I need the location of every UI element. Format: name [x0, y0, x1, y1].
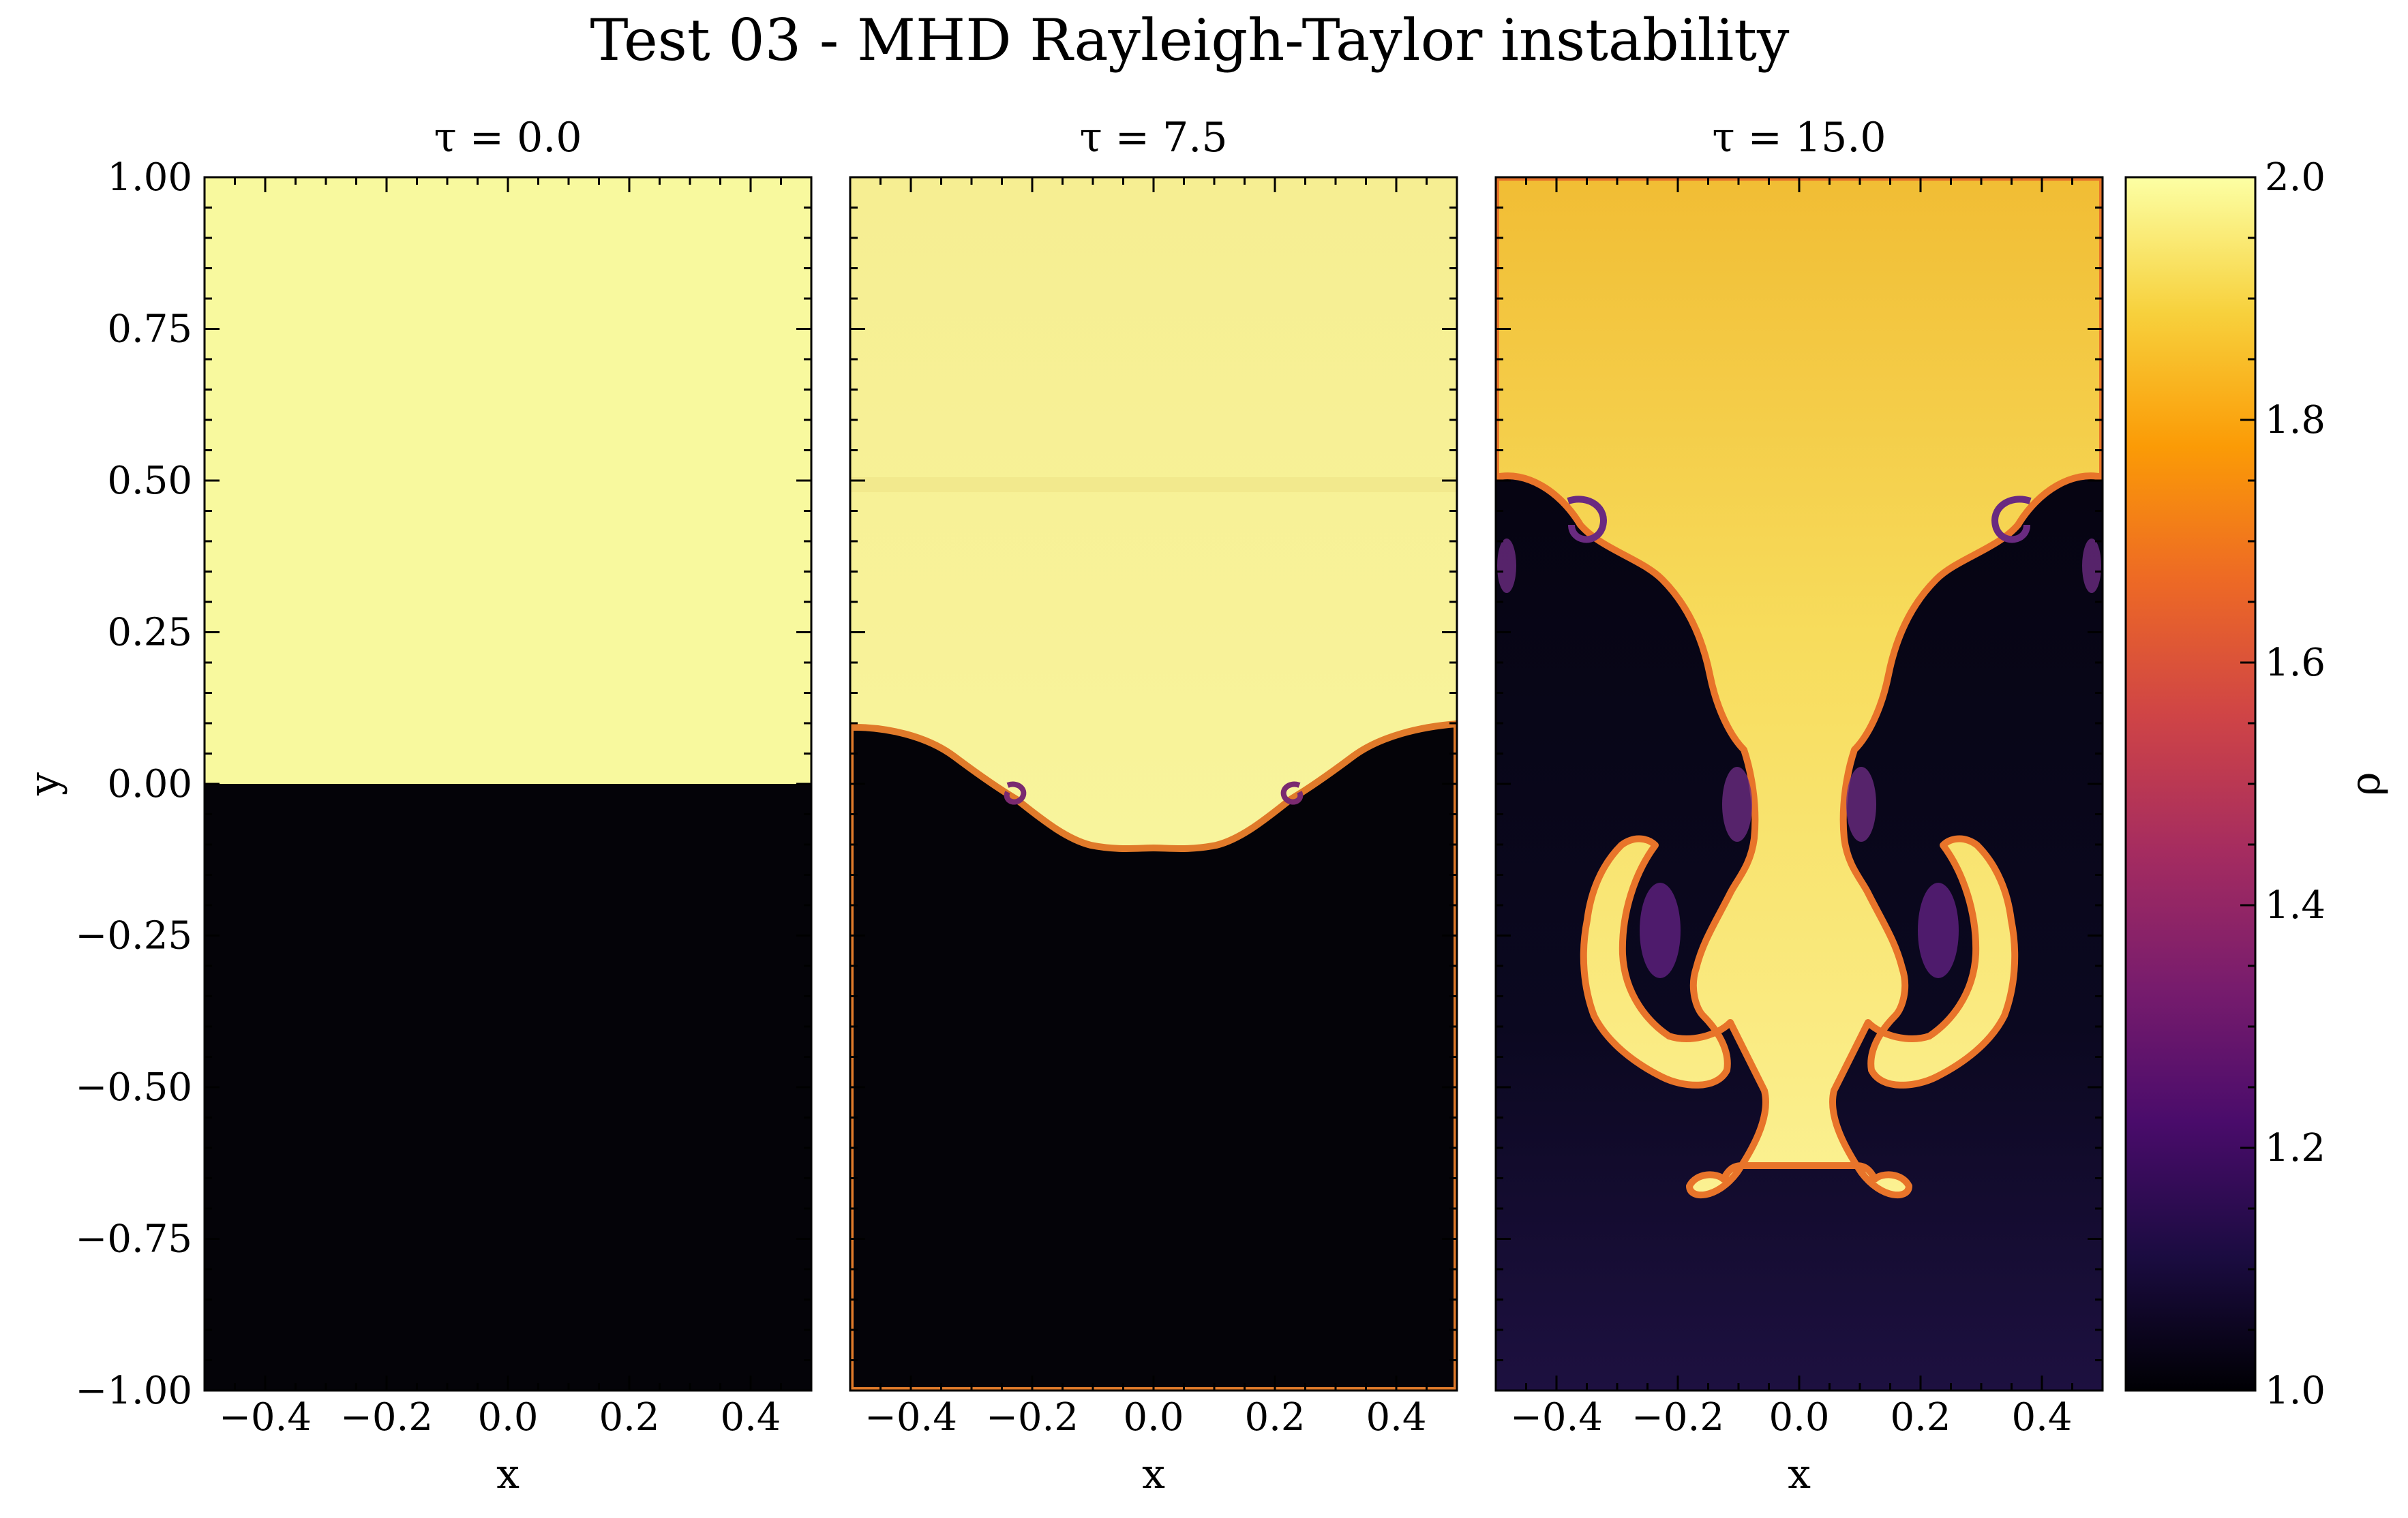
- panel-3-density-field: [1496, 177, 2103, 1391]
- colorbar-tick-label: 1.0: [2265, 1369, 2326, 1413]
- x-tick-label: −0.2: [986, 1395, 1079, 1440]
- panel-3-frame: [1494, 176, 2104, 1392]
- panel-1-frame: [203, 176, 813, 1392]
- panel-3-title: τ = 15.0: [1712, 114, 1886, 162]
- panel-2-title: τ = 7.5: [1079, 114, 1227, 162]
- colorbar-label: ρ: [2342, 772, 2390, 795]
- panel-3-right-top-curl: [1991, 496, 2032, 543]
- panel-2-xlabel: x: [1142, 1451, 1165, 1498]
- x-tick-label: −0.4: [864, 1395, 957, 1440]
- x-tick-label: 0.4: [2011, 1395, 2072, 1440]
- panel-1-heavy-fluid: [205, 177, 811, 784]
- y-tick-labels: 1.00 0.75 0.50 0.25 0.00 −0.25 −0.50 −0.75 −1.00: [75, 155, 192, 1413]
- panel-3-left-mid-blob: [1722, 767, 1752, 842]
- panel-2-light-fluid: [850, 720, 1457, 1391]
- y-tick-label: 0.25: [107, 611, 192, 655]
- ylabel: y: [20, 772, 68, 796]
- panel-2-left-curl: [1004, 781, 1027, 805]
- x-tick-label: 0.2: [599, 1395, 659, 1440]
- y-tick-label: 0.50: [107, 459, 192, 503]
- x-tick-labels: −0.4 −0.2 0.0 0.2 0.4 −0.4 −0.2 0.0 0.2 0.4 −0.4 −0…: [219, 1395, 2073, 1440]
- colorbar-tick-label: 2.0: [2265, 155, 2326, 200]
- panel-2: τ = 7.5: [849, 114, 1458, 1392]
- panel-3: τ = 15.0: [1494, 114, 2104, 1392]
- panel-3-heavy-fluid-plume: [1496, 177, 2103, 1198]
- panel-2-ticks: [849, 176, 1458, 1392]
- x-tick-label: −0.4: [219, 1395, 312, 1440]
- x-tick-label: 0.2: [1890, 1395, 1951, 1440]
- y-tick-label: −0.25: [75, 914, 192, 958]
- panel-3-right-mid-blob: [1846, 767, 1876, 842]
- y-tick-label: −0.75: [75, 1217, 192, 1262]
- panel-3-left-top-curl: [1567, 496, 1607, 543]
- panel-1-xlabel: x: [496, 1451, 520, 1498]
- colorbar-tick-label: 1.8: [2265, 398, 2326, 442]
- panel-3-ticks: [1494, 176, 2104, 1392]
- x-tick-label: 0.0: [1123, 1395, 1184, 1440]
- colorbar-tick-label: 1.2: [2265, 1126, 2326, 1170]
- y-tick-label: −1.00: [75, 1369, 192, 1413]
- x-tick-label: −0.2: [1631, 1395, 1724, 1440]
- colorbar-tick-label: 1.6: [2265, 641, 2326, 685]
- x-tick-label: 0.2: [1244, 1395, 1305, 1440]
- panel-1-light-fluid: [205, 784, 811, 1391]
- figure-title: Test 03 - MHD Rayleigh-Taylor instabilit…: [590, 7, 1790, 74]
- panel-3-right-vortex: [1918, 883, 1959, 978]
- colorbar-ticks: 2.0 1.8 1.6 1.4 1.2 1.0: [2240, 155, 2326, 1413]
- panel-2-density-field: [850, 177, 1457, 1391]
- colorbar-bar: [2124, 176, 2257, 1392]
- panel-2-right-curl: [1280, 781, 1304, 805]
- x-tick-label: 0.0: [1769, 1395, 1829, 1440]
- x-tick-label: −0.4: [1510, 1395, 1603, 1440]
- x-tick-label: −0.2: [340, 1395, 433, 1440]
- panel-1-density-field: [205, 177, 811, 1391]
- panel-3-left-vortex: [1640, 883, 1681, 978]
- y-tick-label: 0.75: [107, 307, 192, 352]
- panel-3-right-edge-blob: [2082, 538, 2101, 593]
- x-tick-label: 0.4: [720, 1395, 781, 1440]
- y-tick-label: 1.00: [107, 155, 192, 200]
- panel-1-title: τ = 0.0: [434, 114, 582, 162]
- panel-1: τ = 0.0: [203, 114, 813, 1392]
- y-tick-label: −0.50: [75, 1065, 192, 1110]
- y-tick-label: 0.00: [107, 762, 192, 806]
- colorbar-tick-label: 1.4: [2265, 883, 2326, 928]
- x-tick-label: 0.0: [477, 1395, 538, 1440]
- x-tick-label: 0.4: [1366, 1395, 1426, 1440]
- colorbar: 2.0 1.8 1.6 1.4 1.2 1.0 ρ: [2124, 155, 2390, 1413]
- panel-2-frame: [849, 176, 1458, 1392]
- panel-3-xlabel: x: [1788, 1451, 1811, 1498]
- panel-2-faint-band: [850, 477, 1457, 492]
- panel-3-left-edge-blob: [1497, 538, 1516, 593]
